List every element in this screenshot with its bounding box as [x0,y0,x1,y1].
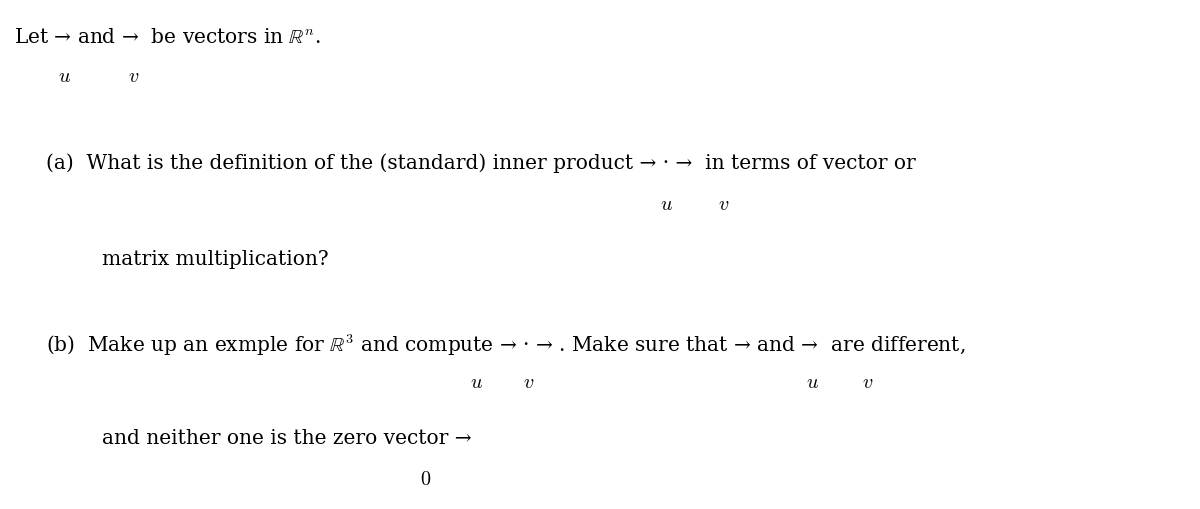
Text: $u$: $u$ [58,67,71,86]
Text: and neither one is the zero vector →: and neither one is the zero vector → [102,429,472,447]
Text: (b)  Make up an exmple for $\mathbb{R}^3$ and compute → · → . Make sure that → a: (b) Make up an exmple for $\mathbb{R}^3$… [46,332,965,357]
Text: $u$: $u$ [470,373,484,391]
Text: $v$: $v$ [523,373,534,391]
Text: $u$: $u$ [806,373,820,391]
Text: $v$: $v$ [862,373,872,391]
Text: $v$: $v$ [718,194,728,213]
Text: (a)  What is the definition of the (standard) inner product → · →  in terms of v: (a) What is the definition of the (stand… [46,153,916,173]
Text: $u$: $u$ [660,194,673,213]
Text: $0$: $0$ [420,469,431,488]
Text: Let → and →  be vectors in $\mathbb{R}^n$.: Let → and → be vectors in $\mathbb{R}^n$… [14,28,322,47]
Text: matrix multiplication?: matrix multiplication? [102,249,329,268]
Text: $v$: $v$ [128,67,139,86]
